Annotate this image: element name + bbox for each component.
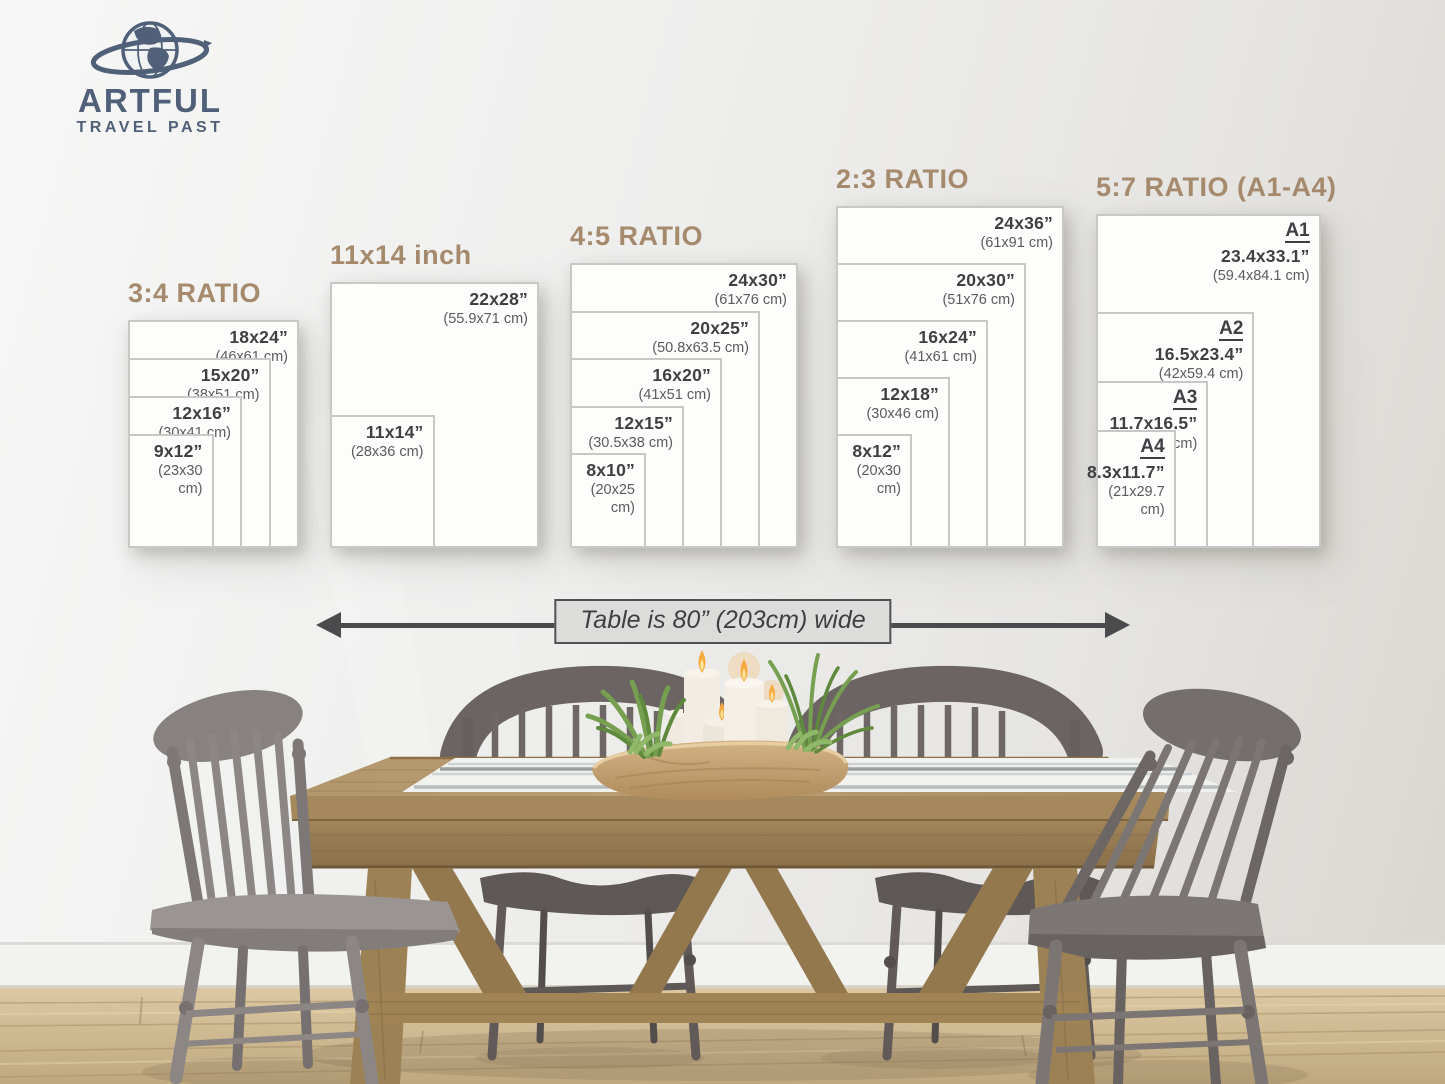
size-group: 22x28” (55.9x71 cm) 11x14” (28x36 cm) (330, 282, 539, 548)
globe-orbit-icon (90, 21, 212, 79)
size-inches-label: 23.4x33.1” (1221, 245, 1310, 266)
size-label: A1 23.4x33.1” (59.4x84.1 cm) (1212, 219, 1310, 286)
chair-left (150, 690, 460, 1084)
size-inches-label: 20x30” (956, 270, 1015, 290)
size-inches-label: 16.5x23.4” (1154, 343, 1244, 364)
arrow-right-head-icon (1105, 612, 1130, 638)
size-inches-label: 16x20” (652, 365, 711, 385)
size-group: 24x30” (61x76 cm) 20x25” (50.8x63.5 cm) 16x2… (570, 263, 798, 548)
size-label: A2 16.5x23.4” (42x59.4 cm) (1154, 317, 1244, 384)
size-cm-label: (42x59.4 cm) (1158, 365, 1244, 382)
table-width-arrow: Table is 80” (203cm) wide (316, 598, 1130, 656)
poster-size-rect: 11x14” (28x36 cm) (330, 415, 435, 548)
size-label: 20x25” (50.8x63.5 cm) (652, 318, 749, 358)
size-inches-label: 11x14” (365, 422, 424, 442)
size-cm-label: (51x76 cm) (942, 292, 1015, 309)
plant (585, 679, 686, 759)
paper-series-label: A1 (1285, 219, 1310, 243)
size-cm-label: (21x29.7 cm) (1108, 484, 1165, 518)
size-cm-label: (55.9x71 cm) (443, 311, 528, 328)
size-inches-label: 22x28” (469, 289, 528, 309)
size-cm-label: (61x76 cm) (714, 292, 787, 309)
size-inches-label: 11.7x16.5” (1109, 413, 1198, 434)
size-inches-label: 12x18” (880, 384, 939, 404)
size-group: 18x24”(46x61 cm)15x20”(38x51 cm)12x16”(3… (128, 320, 299, 548)
poster-size-rect: 8x10” (20x25 cm) (570, 453, 646, 548)
size-label: 11x14” (28x36 cm) (351, 422, 424, 462)
size-inches-label: 24x36” (994, 213, 1053, 233)
size-label: 22x28” (55.9x71 cm) (443, 289, 528, 329)
size-label: 12x15” (30.5x38 cm) (588, 413, 673, 453)
size-group: 24x36” (61x91 cm) 20x30” (51x76 cm) 16x24” (4… (836, 206, 1064, 548)
size-group-title: 5:7 RATIO (A1-A4) (1096, 171, 1337, 202)
size-inches-label: 24x30” (728, 270, 787, 290)
size-inches-label: 8.3x11.7” (1086, 461, 1165, 482)
poster-size-rect: A4 8.3x11.7” (21x29.7 cm) (1087, 429, 1176, 548)
size-label: 8x10” (20x25 cm) (572, 460, 635, 518)
size-inches-label: 15x20” (200, 365, 260, 385)
size-cm-label: (23x30 cm) (158, 463, 203, 498)
size-cm-label: (30x46 cm) (866, 406, 939, 423)
size-label: A4 8.3x11.7” (21x29.7 cm) (1086, 435, 1165, 520)
size-label: 12x18” (30x46 cm) (866, 384, 939, 424)
size-group: A1 23.4x33.1” (59.4x84.1 cm) A2 16.5x23.4” (4… (1087, 213, 1321, 548)
size-label: 8x12” (20x30 cm) (838, 441, 901, 499)
size-label: 16x20” (41x51 cm) (638, 365, 711, 405)
size-label: 9x12” (23x30 cm) (130, 441, 203, 499)
poster-size-rect: 8x12” (20x30 cm) (836, 434, 912, 548)
paper-series-label: A3 (1173, 387, 1198, 411)
size-inches-label: 8x12” (852, 441, 901, 461)
brand-logo: ARTFUL TRAVEL PAST (36, 14, 264, 137)
size-label: 16x24” (41x61 cm) (904, 327, 977, 367)
paper-series-label: A2 (1219, 317, 1244, 341)
size-group-title: 3:4 RATIO (128, 278, 262, 308)
size-label: 24x30” (61x76 cm) (714, 270, 787, 310)
brand-subtitle: TRAVEL PAST (76, 119, 224, 136)
poster-size-rect: 9x12” (23x30 cm) (128, 434, 214, 548)
size-cm-label: (28x36 cm) (350, 444, 424, 461)
size-inches-label: 12x15” (614, 412, 673, 433)
size-inches-label: 12x16” (172, 403, 231, 423)
chair-right (1028, 688, 1302, 1084)
size-cm-label: (59.4x84.1 cm) (1212, 267, 1310, 284)
size-inches-label: 16x24” (918, 327, 977, 347)
size-inches-label: 18x24” (229, 327, 288, 347)
plant (768, 653, 880, 754)
centerpiece (585, 650, 880, 801)
size-inches-label: 9x12” (153, 441, 203, 461)
size-group-title: 4:5 RATIO (570, 221, 704, 251)
size-label: 20x30” (51x76 cm) (942, 270, 1015, 310)
size-cm-label: (30.5x38 cm) (588, 434, 673, 451)
size-inches-label: 8x10” (586, 460, 635, 480)
size-cm-label: (41x51 cm) (638, 387, 711, 404)
size-group-title: 11x14 inch (330, 240, 472, 270)
size-label: 24x36” (61x91 cm) (980, 213, 1053, 253)
brand-name: ARTFUL (78, 82, 222, 119)
size-cm-label: (20x30 cm) (856, 463, 901, 498)
size-cm-label: (41x61 cm) (904, 349, 977, 366)
size-cm-label: (50.8x63.5 cm) (652, 339, 749, 356)
size-cm-label: (20x25 cm) (590, 482, 635, 517)
table-width-label: Table is 80” (203cm) wide (554, 599, 892, 644)
paper-series-label: A4 (1140, 435, 1165, 459)
size-inches-label: 20x25” (690, 317, 749, 338)
size-cm-label: (61x91 cm) (980, 235, 1053, 252)
size-group-title: 2:3 RATIO (836, 164, 970, 194)
